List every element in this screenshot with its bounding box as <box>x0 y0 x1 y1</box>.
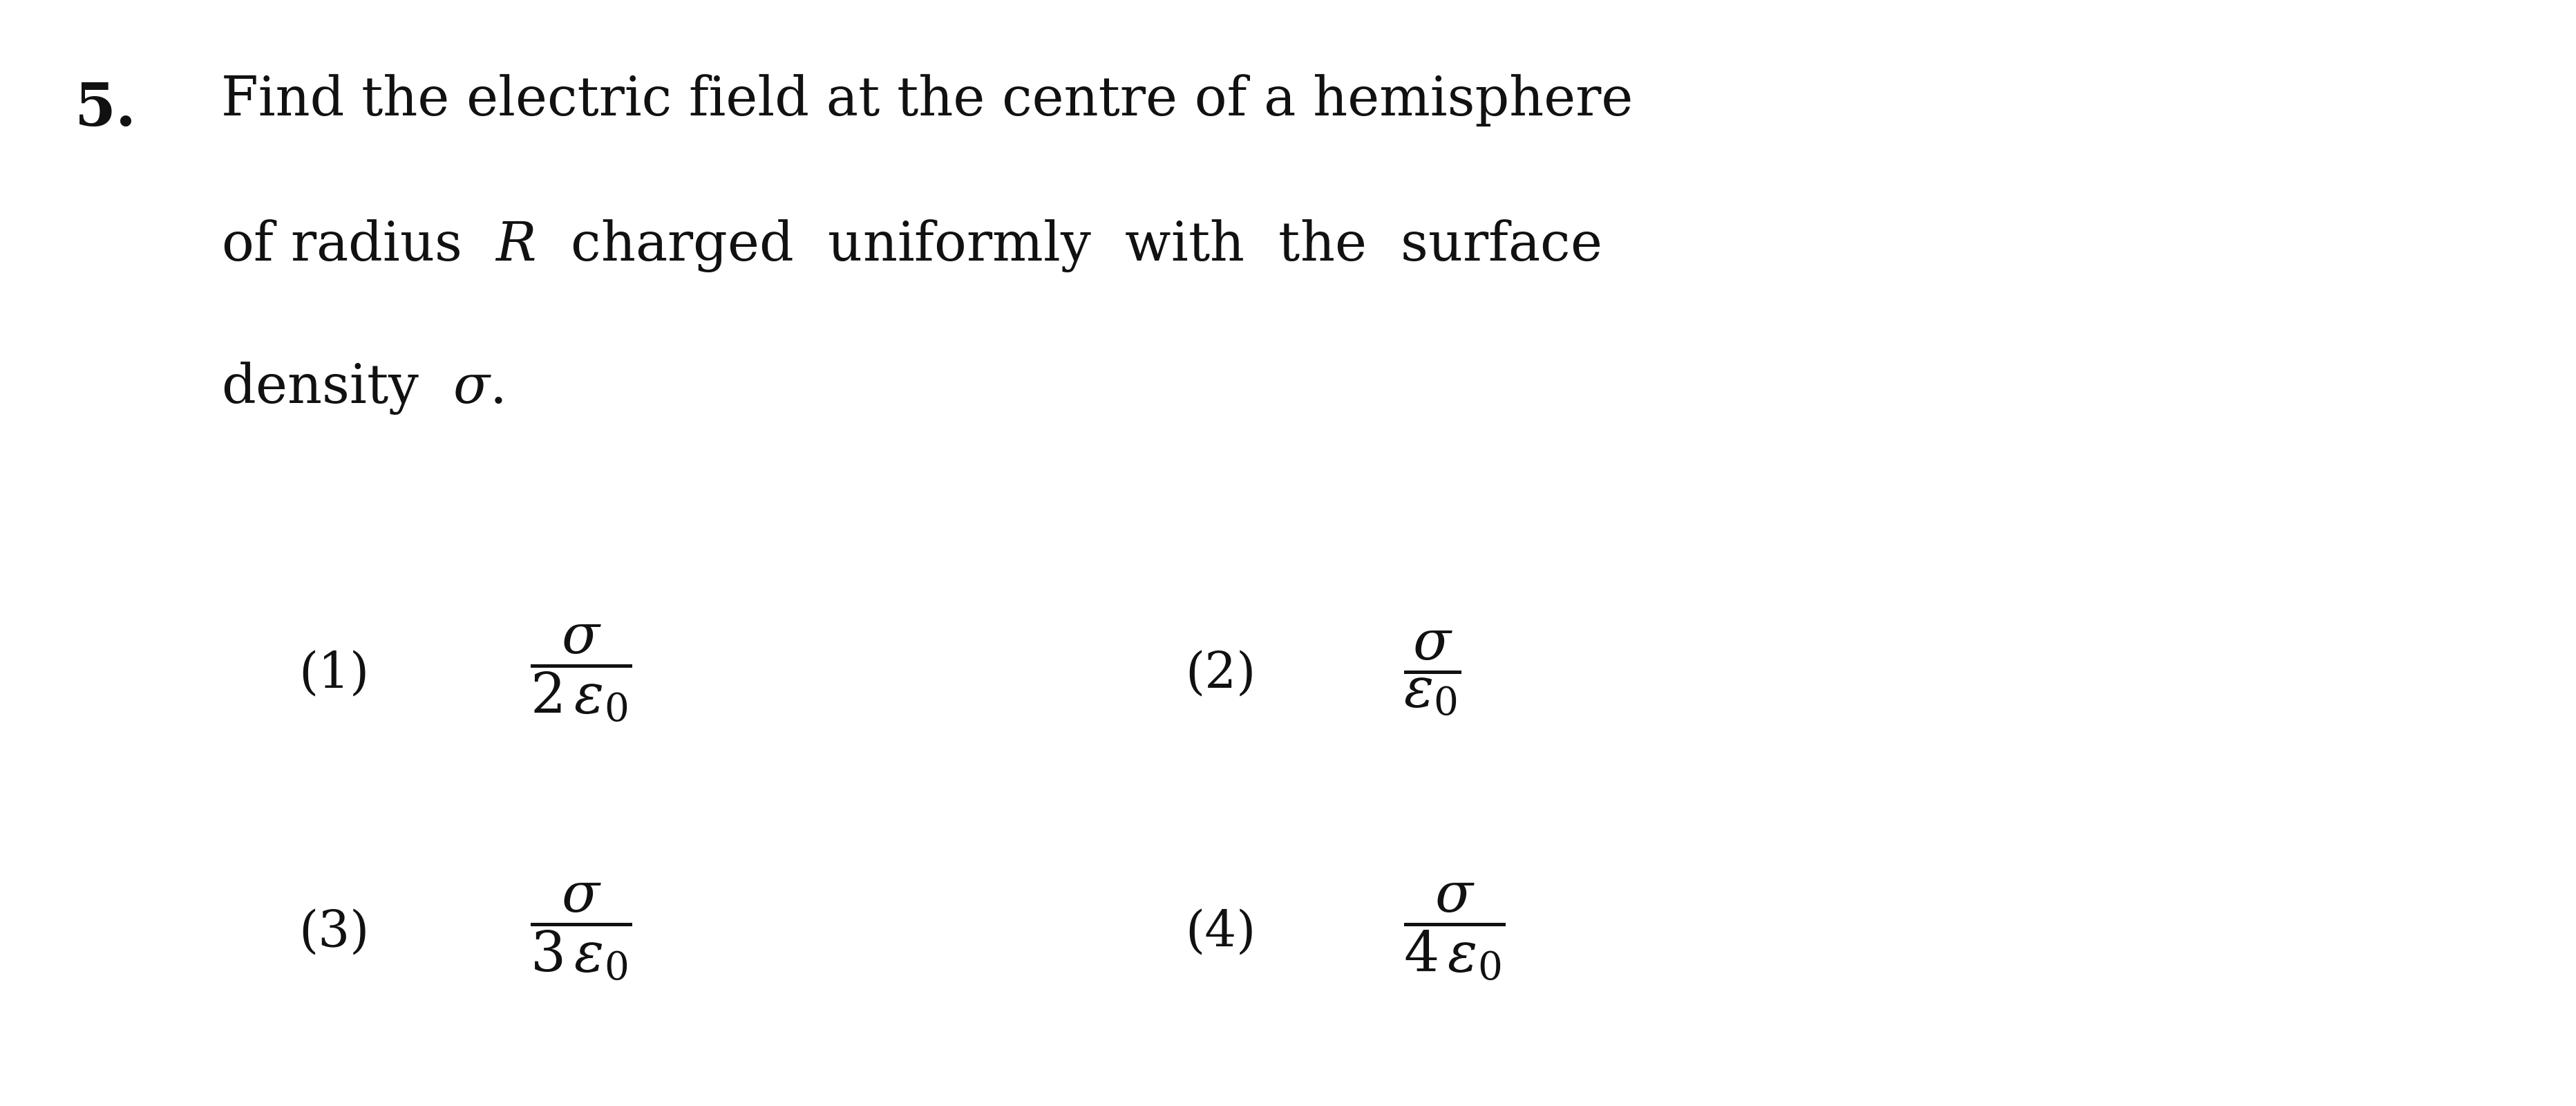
Text: 5.: 5. <box>75 80 137 138</box>
Text: $\dfrac{\sigma}{4\,\epsilon_0}$: $\dfrac{\sigma}{4\,\epsilon_0}$ <box>1404 883 1504 983</box>
Text: (1): (1) <box>299 649 368 698</box>
Text: density  $\sigma$.: density $\sigma$. <box>222 361 502 417</box>
Text: $\dfrac{\sigma}{3\,\epsilon_0}$: $\dfrac{\sigma}{3\,\epsilon_0}$ <box>531 883 631 983</box>
Text: (3): (3) <box>299 908 368 957</box>
Text: $\dfrac{\sigma}{2\,\epsilon_0}$: $\dfrac{\sigma}{2\,\epsilon_0}$ <box>531 624 631 724</box>
Text: (2): (2) <box>1185 649 1257 698</box>
Text: of radius  $R$  charged  uniformly  with  the  surface: of radius $R$ charged uniformly with the… <box>222 218 1600 273</box>
Text: Find the electric field at the centre of a hemisphere: Find the electric field at the centre of… <box>222 74 1633 127</box>
Text: $\dfrac{\sigma}{\epsilon_0}$: $\dfrac{\sigma}{\epsilon_0}$ <box>1404 629 1461 718</box>
Text: (4): (4) <box>1185 908 1257 957</box>
